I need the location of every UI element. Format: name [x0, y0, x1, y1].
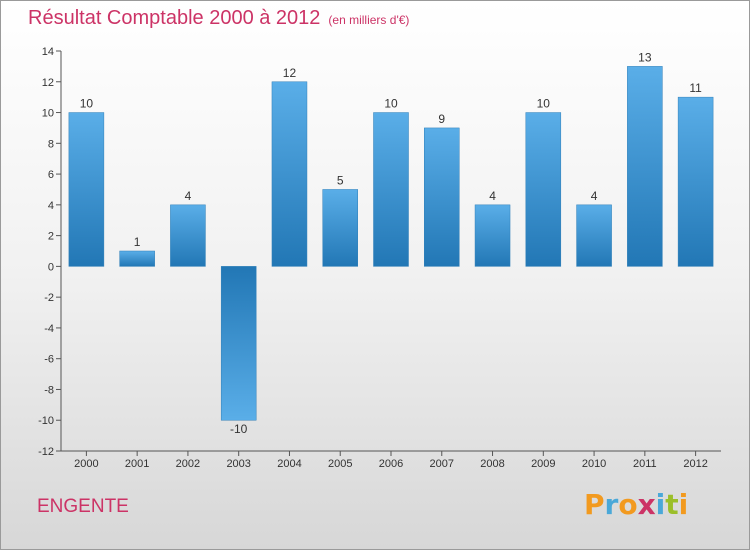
x-tick-label: 2007	[430, 458, 454, 470]
logo-letter: r	[604, 488, 619, 521]
data-label-2012: 11	[689, 81, 702, 95]
logo-letter: i	[678, 488, 689, 521]
x-tick-label: 2003	[226, 458, 250, 470]
bar-2008	[474, 204, 511, 267]
data-label-2010: 4	[591, 189, 598, 203]
commune-name: ENGENTE	[37, 496, 129, 517]
data-label-2004: 12	[283, 66, 297, 80]
bars	[68, 66, 714, 421]
y-tick-label: 2	[48, 231, 54, 243]
x-tick-label: 2006	[379, 458, 403, 470]
x-tick-label: 2004	[277, 458, 301, 470]
logo-letter: x	[637, 488, 656, 521]
y-tick-label: -8	[44, 384, 54, 396]
bar-2003	[220, 266, 257, 421]
x-tick-label: 2002	[176, 458, 200, 470]
y-tick-label: 0	[48, 261, 54, 273]
data-label-2007: 9	[438, 112, 445, 126]
x-tick-label: 2005	[328, 458, 352, 470]
y-tick-label: 6	[48, 169, 54, 181]
bar-2011	[627, 66, 663, 267]
data-label-2003: -10	[230, 422, 248, 436]
data-labels: 10 1 4 -10 12 5 10 9 4 10 4 13 11	[80, 50, 702, 436]
bar-2010	[576, 204, 612, 267]
y-tick-label: 14	[42, 46, 54, 58]
x-tick-label: 2012	[683, 458, 707, 470]
logo-letter: P	[584, 488, 605, 521]
data-label-2011: 13	[638, 50, 652, 64]
chart-title: Résultat Comptable 2000 à 2012 (en millie…	[28, 7, 409, 30]
x-tick-label: 2011	[633, 458, 657, 470]
bar-2002	[170, 204, 206, 267]
bar-2000	[68, 112, 105, 267]
bar-2007	[424, 127, 460, 267]
y-tick-label: 10	[42, 108, 54, 120]
data-label-2005: 5	[337, 173, 344, 187]
bar-2005	[322, 189, 358, 267]
bar-2006	[373, 112, 409, 267]
y-tick-label: 8	[48, 138, 54, 150]
bar-2009	[525, 112, 562, 267]
x-tick-label: 2008	[480, 458, 504, 470]
data-label-2008: 4	[489, 189, 496, 203]
y-tick-label: -4	[44, 323, 54, 335]
y-tick-label: -6	[44, 354, 54, 366]
logo-letter: o	[618, 488, 638, 521]
x-tick-label: 2001	[125, 458, 149, 470]
data-label-2000: 10	[80, 97, 94, 111]
bar-2004	[271, 81, 308, 267]
bar-2012	[677, 96, 714, 267]
x-tick-label: 2000	[74, 458, 98, 470]
y-tick-label: 4	[48, 200, 54, 212]
proxiti-logo: Proxiti	[584, 488, 688, 521]
chart-title-text: Résultat Comptable 2000 à 2012	[28, 7, 321, 29]
data-label-2001: 1	[134, 235, 141, 249]
bar-2001	[119, 250, 155, 267]
data-label-2002: 4	[185, 189, 192, 203]
logo-letter: t	[665, 488, 679, 521]
y-tick-label: -2	[44, 292, 54, 304]
data-label-2009: 10	[537, 97, 551, 111]
y-tick-label: 12	[42, 77, 54, 89]
logo-letter: i	[655, 488, 666, 521]
chart-subtitle: (en milliers d'€)	[328, 13, 410, 27]
x-tick-label: 2010	[582, 458, 606, 470]
data-label-2006: 10	[384, 97, 398, 111]
y-tick-label: -10	[38, 415, 54, 427]
x-tick-label: 2009	[531, 458, 555, 470]
y-tick-label: -12	[38, 446, 54, 458]
